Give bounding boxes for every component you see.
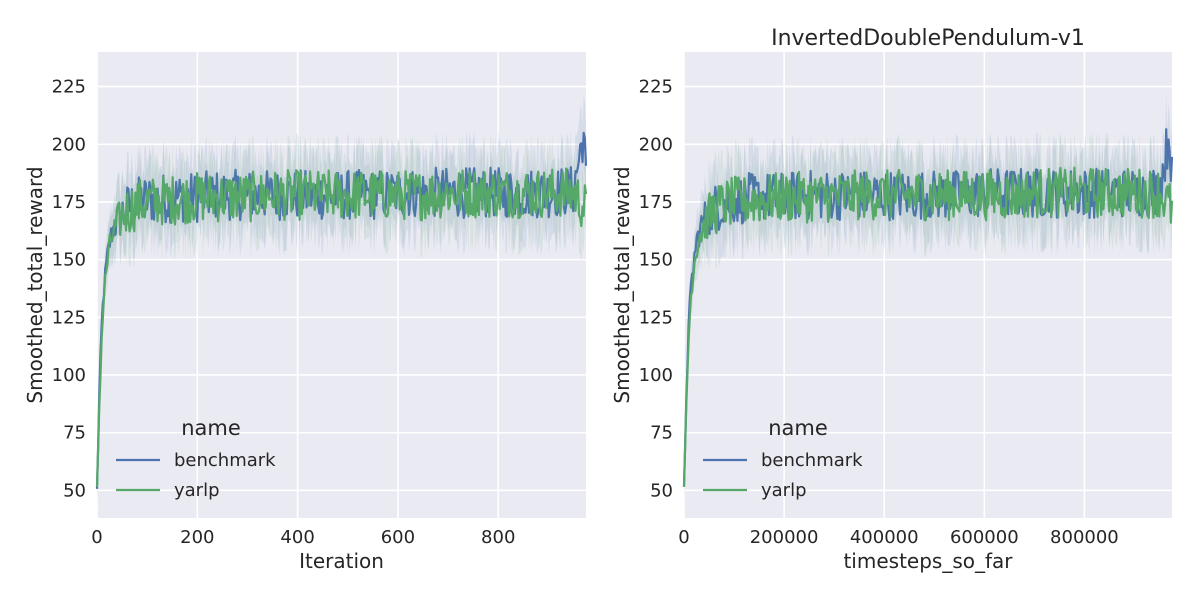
y-tick-label: 225 <box>52 77 86 98</box>
y-axis-label: Smoothed_total_reward <box>610 166 634 403</box>
x-tick-label: 200 <box>180 527 214 548</box>
x-tick-label: 0 <box>91 527 102 548</box>
x-tick-label: 600 <box>381 527 415 548</box>
chart-title: InvertedDoublePendulum-v1 <box>771 26 1085 51</box>
legend-title: name <box>768 416 828 440</box>
x-tick-label: 400000 <box>850 527 919 548</box>
x-tick-label: 800000 <box>1050 527 1119 548</box>
series-band-yarlp <box>97 131 586 501</box>
series-line-yarlp <box>95 167 588 487</box>
legend-label-yarlp: yarlp <box>761 480 807 501</box>
y-tick-label: 50 <box>63 480 86 501</box>
y-tick-label: 150 <box>52 250 86 271</box>
y-tick-label: 75 <box>650 423 673 444</box>
x-tick-label: 0 <box>678 527 689 548</box>
legend-label-yarlp: yarlp <box>174 480 220 501</box>
x-tick-label: 400 <box>280 527 314 548</box>
legend-label-benchmark: benchmark <box>761 450 863 471</box>
y-tick-label: 225 <box>639 77 673 98</box>
plot-area <box>684 52 1172 518</box>
series-line-benchmark <box>682 128 1174 487</box>
y-tick-label: 125 <box>639 307 673 328</box>
y-tick-label: 150 <box>639 250 673 271</box>
x-axis-label: Iteration <box>299 549 384 573</box>
legend: name benchmark yarlp <box>703 416 863 501</box>
plot-area <box>97 52 586 518</box>
legend-title: name <box>181 416 241 440</box>
legend-label-benchmark: benchmark <box>174 450 276 471</box>
y-tick-label: 200 <box>52 134 86 155</box>
series-band-benchmark <box>97 95 586 503</box>
chart-panel-2: 0 200000 400000 600000 800000 50 75 100 125 150 17… <box>610 26 1174 573</box>
x-tick-label: 200000 <box>750 527 819 548</box>
y-tick-label: 125 <box>52 307 86 328</box>
series-band-yarlp <box>684 130 1172 501</box>
y-tick-label: 100 <box>52 365 86 386</box>
y-tick-label: 50 <box>650 480 673 501</box>
series-line-yarlp <box>682 166 1174 487</box>
chart-panel-1: 0 200 400 600 800 50 75 100 125 150 175 200 225 Itera… <box>23 52 588 573</box>
x-tick-label: 800 <box>481 527 515 548</box>
y-tick-label: 100 <box>639 365 673 386</box>
y-tick-label: 200 <box>639 134 673 155</box>
y-tick-label: 175 <box>639 192 673 213</box>
y-tick-label: 175 <box>52 192 86 213</box>
x-tick-label: 600000 <box>950 527 1019 548</box>
legend: name benchmark yarlp <box>116 416 276 501</box>
y-axis-label: Smoothed_total_reward <box>23 166 47 403</box>
y-tick-label: 75 <box>63 423 86 444</box>
x-axis-label: timesteps_so_far <box>843 549 1013 573</box>
